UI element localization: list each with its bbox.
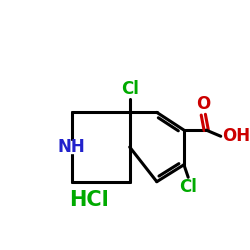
Text: OH: OH	[222, 127, 250, 145]
Bar	[64, 141, 80, 153]
Text: O: O	[196, 95, 210, 113]
Text: Cl: Cl	[121, 80, 138, 98]
Text: NH: NH	[58, 138, 86, 156]
Text: Cl: Cl	[179, 178, 197, 196]
Text: HCl: HCl	[70, 190, 109, 210]
